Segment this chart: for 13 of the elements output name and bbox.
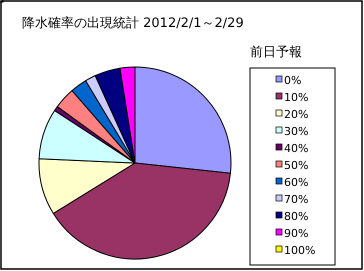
legend-label: 10%	[284, 91, 308, 104]
legend-label: 0%	[284, 74, 302, 87]
chart-title: 降水確率の出現統計 2012/2/1～2/29	[22, 15, 244, 31]
legend-label: 20%	[284, 108, 308, 121]
legend-label: 50%	[284, 159, 308, 172]
legend-label: 90%	[284, 227, 308, 240]
legend-label: 60%	[284, 176, 308, 189]
legend-label: 70%	[284, 193, 308, 206]
legend-title: 前日予報	[250, 45, 302, 60]
legend-label: 100%	[284, 244, 316, 257]
legend-label: 40%	[284, 142, 308, 155]
legend-label: 80%	[284, 210, 308, 223]
legend-label: 30%	[284, 125, 308, 138]
